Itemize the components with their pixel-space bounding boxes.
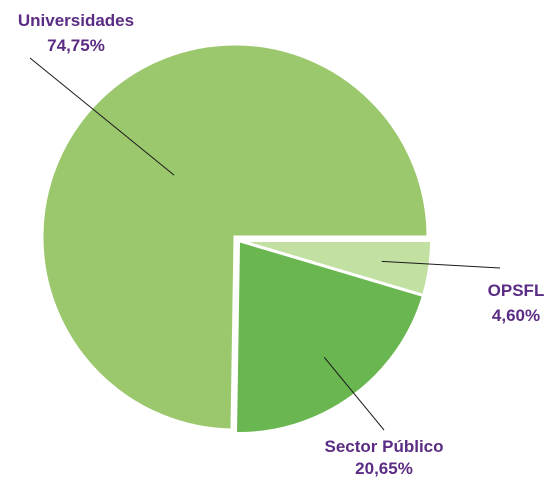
slice-label-opsfl: OPSFL bbox=[488, 281, 545, 300]
slice-value-sector-publico: 20,65% bbox=[355, 459, 413, 478]
slice-label-sector-publico: Sector Público bbox=[324, 437, 443, 456]
leader-line-sector-publico bbox=[323, 356, 385, 431]
leader-lines bbox=[29, 57, 501, 431]
slice-value-universidades: 74,75% bbox=[47, 36, 105, 55]
pie-slice-universidades bbox=[40, 42, 430, 432]
pie-slices bbox=[40, 42, 434, 436]
slice-value-opsfl: 4,60% bbox=[492, 306, 540, 325]
slice-label-universidades: Universidades bbox=[18, 11, 134, 30]
pie-slice-sector-publico bbox=[233, 238, 426, 436]
leader-line-universidades bbox=[29, 57, 175, 176]
leader-line-opsfl bbox=[381, 260, 501, 269]
